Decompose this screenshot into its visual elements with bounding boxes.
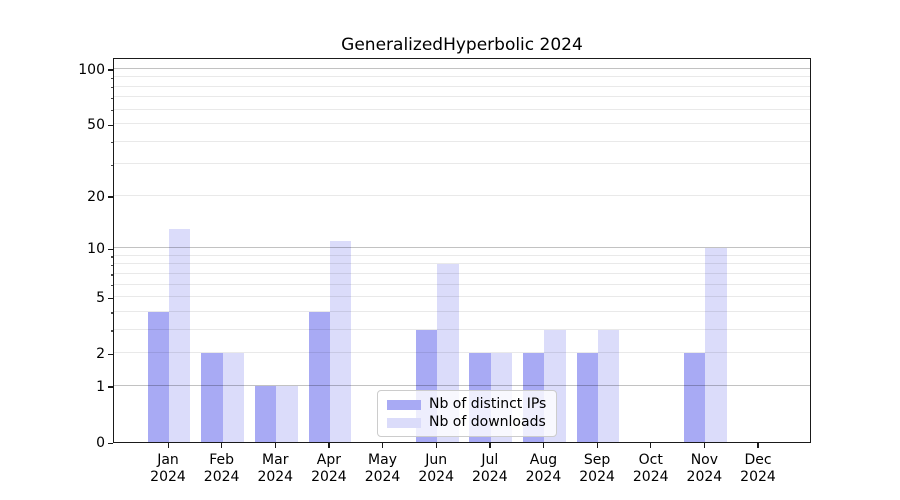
plot-area (113, 58, 811, 443)
minor-gridline-5 (114, 296, 810, 298)
x-tick-dec (757, 443, 759, 448)
major-gridline-100 (114, 67, 810, 69)
minor-gridline-70 (114, 96, 810, 98)
x-tick-label-aug: Aug 2024 (525, 452, 562, 485)
x-tick-label-apr: Apr 2024 (311, 452, 347, 485)
x-tick-label-mar: Mar 2024 (257, 452, 294, 485)
legend-swatch-downloads-icon (387, 417, 421, 428)
y-tick-0 (108, 442, 113, 444)
y-tick-label: 5 (96, 290, 105, 307)
y-minor-tick-20 (110, 196, 113, 198)
y-minor-tick-40 (110, 142, 113, 144)
y-minor-tick-3 (110, 330, 113, 332)
bar-distinct-ips-nov (683, 353, 706, 442)
minor-gridline-4 (114, 310, 810, 312)
minor-gridline-30 (114, 163, 810, 165)
y-minor-tick-8 (110, 264, 113, 267)
x-tick-label-dec: Dec 2024 (740, 452, 776, 485)
x-tick-label-jan: Jan 2024 (150, 452, 186, 485)
legend-label-distinct-ips: Nb of distinct IPs (429, 396, 547, 412)
x-tick-may (382, 443, 384, 448)
bar-downloads-nov (705, 248, 727, 442)
bar-downloads-apr (329, 241, 352, 442)
minor-gridline-90 (114, 76, 810, 78)
y-tick-label: 0 (96, 435, 105, 451)
x-tick-oct (650, 443, 652, 448)
major-gridline-1 (114, 384, 810, 386)
x-tick-jun (435, 443, 437, 448)
legend: Nb of distinct IPs Nb of downloads (377, 390, 558, 437)
y-minor-tick-5 (110, 297, 113, 299)
minor-gridline-40 (114, 140, 810, 142)
y-minor-tick-50 (110, 124, 113, 126)
minor-gridline-8 (114, 263, 810, 265)
minor-gridline-2 (114, 352, 810, 354)
x-tick-label-feb: Feb 2024 (203, 452, 240, 485)
minor-gridline-9 (114, 254, 810, 256)
y-minor-tick-4 (110, 312, 113, 314)
y-tick-label: 2 (96, 346, 105, 363)
x-tick-jan (167, 443, 169, 448)
y-minor-tick-6 (110, 285, 113, 287)
x-tick-sep (596, 443, 598, 448)
x-tick-mar (274, 443, 276, 448)
x-tick-label-may: May 2024 (364, 452, 401, 485)
bar-downloads-mar (276, 385, 298, 442)
x-tick-nov (703, 443, 706, 448)
y-tick-10 (108, 248, 113, 250)
x-tick-apr (328, 443, 330, 448)
x-tick-label-jun: Jun 2024 (418, 452, 454, 485)
legend-swatch-distinct-ips-icon (387, 399, 421, 410)
bar-distinct-ips-apr (308, 311, 330, 442)
y-minor-tick-30 (110, 164, 113, 167)
bar-distinct-ips-feb (201, 353, 223, 442)
y-minor-tick-2 (110, 353, 113, 355)
y-minor-tick-80 (110, 87, 113, 89)
y-tick-label: 50 (87, 117, 105, 134)
legend-item-distinct-ips: Nb of distinct IPs (387, 397, 546, 412)
bar-downloads-sep (598, 329, 620, 442)
chart-title: GeneralizedHyperbolic 2024 (341, 35, 583, 55)
bar-distinct-ips-jan (147, 311, 169, 442)
x-tick-label-sep: Sep 2024 (579, 452, 615, 485)
x-tick-feb (221, 443, 223, 448)
y-tick-label: 100 (78, 61, 105, 78)
bar-distinct-ips-mar (254, 385, 277, 442)
major-gridline-10 (114, 247, 810, 249)
legend-label-downloads: Nb of downloads (429, 414, 546, 430)
minor-gridline-20 (114, 194, 810, 196)
x-tick-jul (489, 443, 491, 448)
minor-gridline-7 (114, 272, 810, 274)
legend-item-downloads: Nb of downloads (387, 415, 546, 430)
y-tick-100 (108, 69, 113, 71)
y-tick-1 (108, 386, 113, 388)
y-tick-label: 10 (87, 241, 105, 258)
y-minor-tick-7 (110, 274, 113, 276)
bar-distinct-ips-sep (576, 353, 599, 442)
x-tick-label-jul: Jul 2024 (471, 452, 508, 485)
minor-gridline-3 (114, 328, 810, 330)
minor-gridline-6 (114, 283, 810, 285)
y-tick-label: 1 (96, 378, 105, 395)
minor-gridline-80 (114, 85, 810, 87)
minor-gridline-50 (114, 123, 810, 125)
x-tick-aug (542, 443, 545, 448)
y-minor-tick-9 (110, 256, 113, 258)
y-minor-tick-60 (110, 110, 113, 112)
bar-downloads-jan (169, 228, 191, 442)
y-minor-tick-70 (110, 97, 113, 100)
y-minor-tick-90 (110, 77, 113, 79)
x-tick-label-nov: Nov 2024 (686, 452, 723, 485)
y-tick-label: 20 (87, 188, 105, 205)
minor-gridline-60 (114, 108, 810, 110)
x-tick-label-oct: Oct 2024 (632, 452, 669, 485)
bar-downloads-feb (222, 353, 245, 442)
